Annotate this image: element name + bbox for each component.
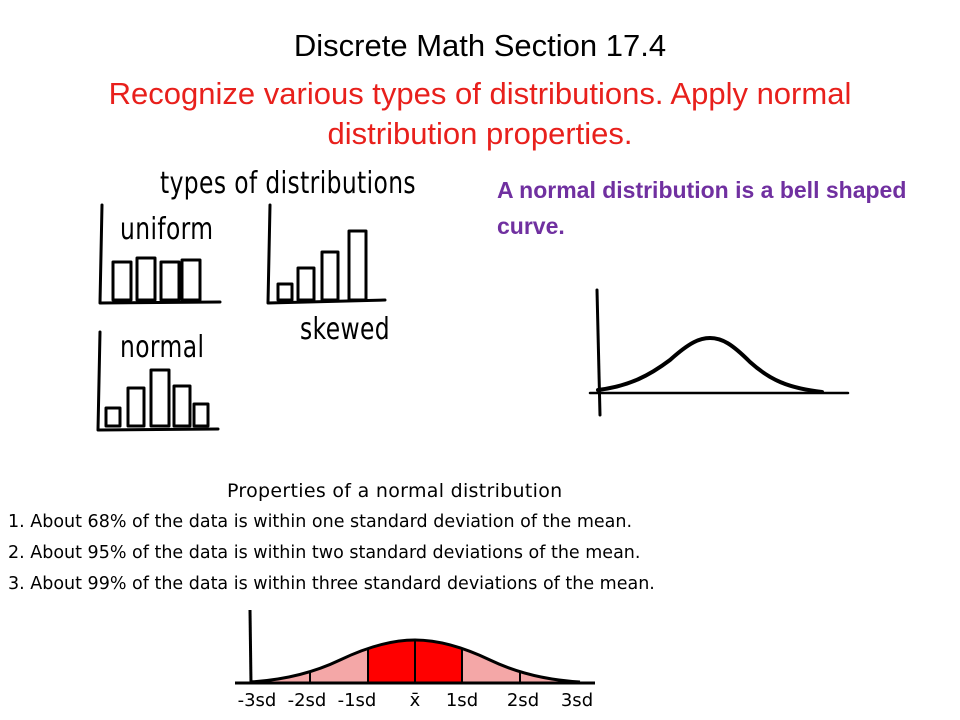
sd-label: 1sd	[446, 690, 478, 711]
uniform-label: uniform	[120, 212, 214, 247]
normal-bar	[172, 384, 192, 428]
skewed-bar	[296, 266, 316, 302]
normal-bar	[149, 368, 171, 428]
bell-curve	[596, 335, 824, 394]
bell-curve-diagram	[588, 288, 850, 417]
property-item-3: 3. About 99% of the data is within three…	[8, 574, 655, 594]
skewed-bar	[347, 229, 368, 302]
sd-label: -2sd	[288, 690, 327, 711]
skewed-axes	[266, 203, 387, 305]
normal-bar	[104, 406, 122, 428]
normal-label: normal	[120, 330, 205, 365]
uniform-bar	[180, 258, 202, 302]
normal-bar	[192, 402, 210, 428]
skewed-bar	[320, 250, 340, 302]
skewed-label: skewed	[300, 312, 391, 347]
sd-label: 2sd	[507, 690, 539, 711]
normal-distribution-note: A normal distribution is a bell shaped c…	[497, 177, 907, 239]
sd-label: -3sd	[238, 690, 277, 711]
bell-y-axis	[595, 288, 602, 417]
uniform-bar	[159, 260, 181, 302]
sketch-heading: types of distributions	[160, 166, 417, 201]
sd-y-axis	[248, 609, 253, 685]
sd-label: -1sd	[338, 690, 377, 711]
uniform-bar	[135, 256, 157, 302]
distribution-sketches	[96, 203, 387, 432]
sd-label: x̄	[410, 690, 421, 711]
normal-bar	[126, 386, 146, 428]
sd-label: 3sd	[561, 690, 593, 711]
properties-heading: Properties of a normal distribution	[227, 480, 563, 502]
slide-subtitle: Recognize various types of distributions…	[108, 76, 852, 151]
normal-axes	[96, 330, 220, 432]
uniform-bar	[111, 260, 133, 302]
uniform-axes	[98, 203, 222, 305]
skewed-bar	[276, 282, 294, 302]
property-item-1: 1. About 68% of the data is within one s…	[8, 512, 633, 532]
sd-curve-diagram: -3sd -2sd -1sd x̄ 1sd 2sd 3sd	[235, 609, 595, 711]
slide-title: Discrete Math Section 17.4	[293, 28, 667, 63]
property-item-2: 2. About 95% of the data is within two s…	[8, 543, 641, 563]
